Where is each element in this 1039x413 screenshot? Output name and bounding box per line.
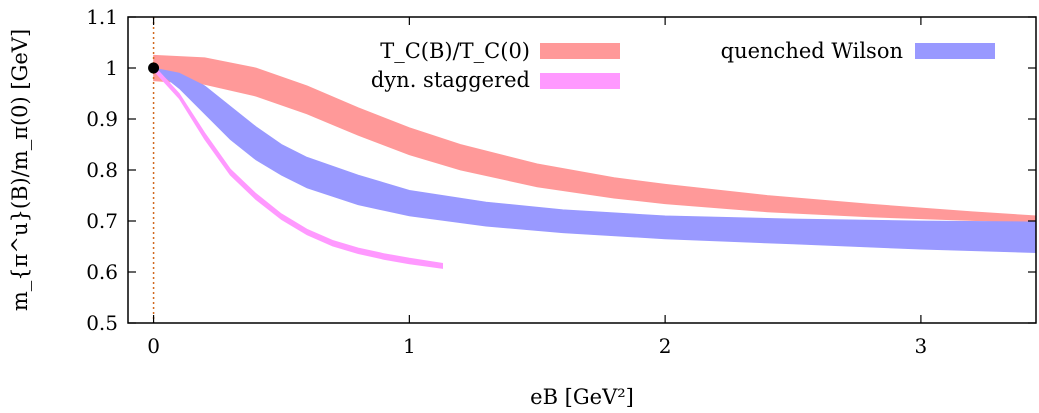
x-tick-label-2: 2: [659, 334, 672, 358]
legend-swatch-1: [915, 43, 995, 59]
legend-swatch-2: [540, 73, 620, 89]
reference-point: [148, 62, 160, 74]
reference-layer: [148, 17, 160, 323]
y-tick-label-5: 1: [105, 56, 118, 80]
legend-label-0: T_C(B)/T_C(0): [380, 39, 530, 63]
y-tick-label-1: 0.6: [86, 260, 118, 284]
x-tick-label-1: 1: [403, 334, 416, 358]
y-tick-label-2: 0.7: [86, 209, 118, 233]
y-tick-label-6: 1.1: [86, 5, 118, 29]
y-axis-label: m_{π^u}(B)/m_π(0) [GeV]: [8, 29, 32, 311]
legend: T_C(B)/T_C(0) quenched Wilson dyn. stagger…: [371, 39, 995, 92]
y-tick-label-3: 0.8: [86, 158, 118, 182]
legend-swatch-0: [540, 43, 620, 59]
legend-label-1: quenched Wilson: [721, 39, 903, 63]
legend-label-2: dyn. staggered: [371, 68, 530, 92]
y-tick-label-4: 0.9: [86, 107, 118, 131]
x-tick-label-3: 3: [915, 334, 928, 358]
y-tick-label-0: 0.5: [86, 311, 118, 335]
series-band-2: [153, 64, 443, 269]
x-tick-label-0: 0: [147, 334, 160, 358]
axes-layer: 0.5 0.6 0.7 0.8 0.9 1 1.1 0 1 2 3 eB [GeV²] m_{π^u}(…: [8, 5, 1037, 409]
x-axis-label: eB [GeV²]: [530, 385, 634, 409]
